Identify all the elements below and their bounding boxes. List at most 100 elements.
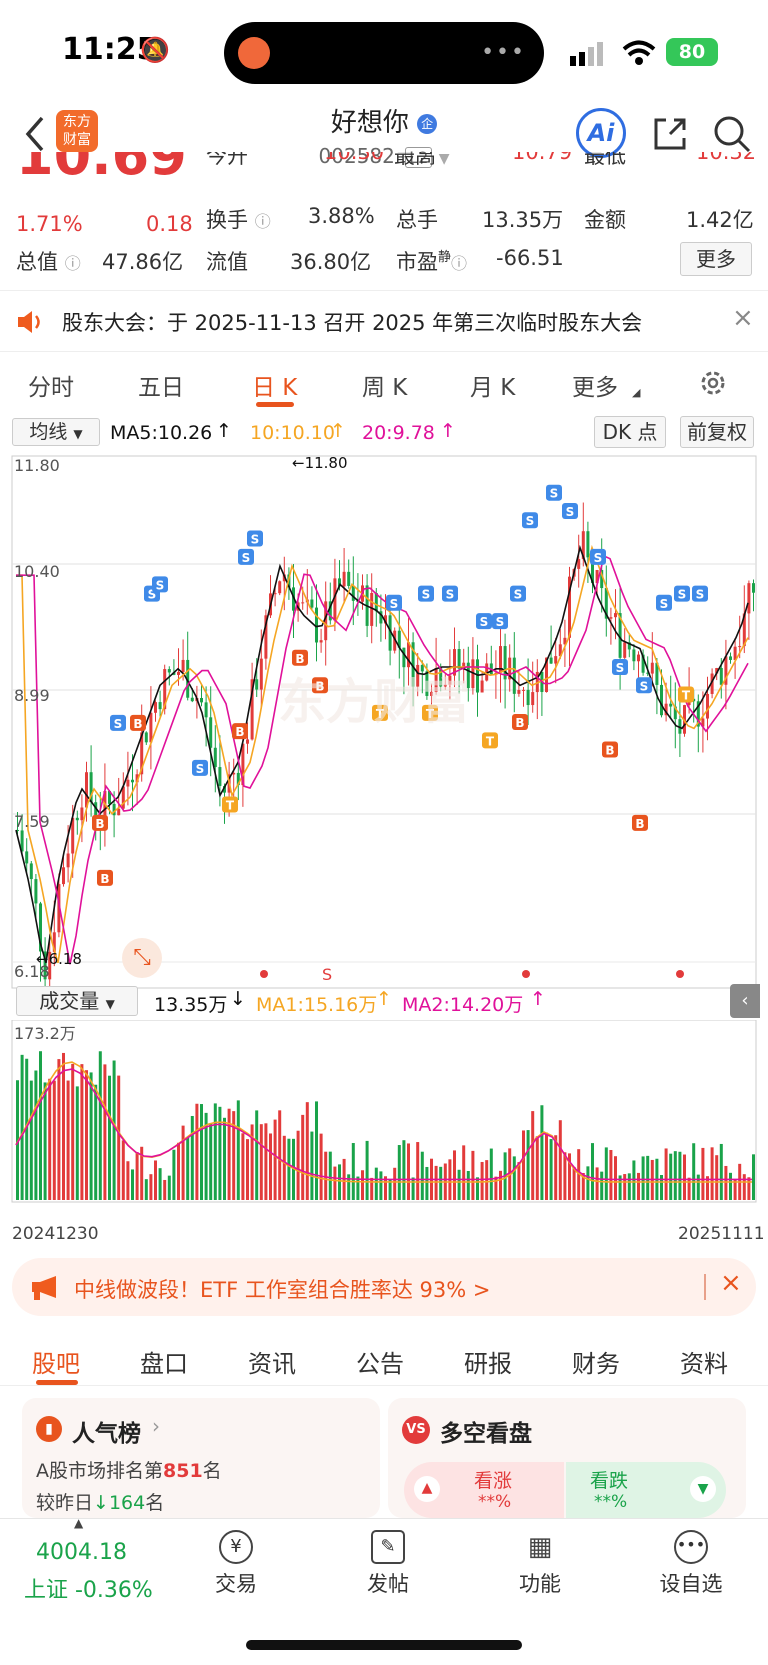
grid-icon: ▦: [527, 1532, 553, 1562]
tab-weekly-k[interactable]: 周 K: [362, 375, 408, 401]
expand-chart-icon[interactable]: ⤡: [122, 938, 162, 978]
volume-bar: [719, 1143, 723, 1200]
candle-body: [549, 657, 553, 664]
volume-bar: [729, 1172, 732, 1200]
signal-marker: B: [602, 741, 618, 758]
tab-research[interactable]: 研报: [464, 1350, 512, 1378]
signal-marker-text: S: [251, 533, 260, 547]
volume-indicator-select[interactable]: 成交量 ▼: [16, 986, 138, 1016]
signal-marker-box: [372, 704, 388, 721]
candle-body: [476, 659, 479, 693]
tab-daily-k[interactable]: 日 K: [252, 375, 298, 401]
volume-bar: [296, 1130, 300, 1200]
candle-body: [149, 712, 153, 743]
more-dots-icon: •••: [481, 40, 526, 65]
volume-bar: [374, 1167, 378, 1200]
tab-intraday[interactable]: 分时: [28, 375, 74, 401]
tab-announcements[interactable]: 公告: [356, 1350, 404, 1378]
bull-button[interactable]: ▲ 看涨 **%: [404, 1462, 564, 1518]
volume-bar: [121, 1140, 125, 1200]
candle-body: [232, 772, 236, 775]
info-tabs: 股吧 盘口 资讯 公告 研报 财务 资料: [0, 1330, 768, 1386]
signal-marker: T: [482, 732, 498, 749]
signal-marker-box: [292, 649, 308, 666]
signal-marker-text: S: [526, 514, 535, 528]
function-tab[interactable]: ▦ 功能: [510, 1530, 570, 1598]
candle-body: [315, 607, 318, 643]
tab-profile[interactable]: 资料: [680, 1350, 728, 1378]
signal-marker: B: [232, 723, 248, 740]
volume-bar: [177, 1142, 180, 1200]
bear-button[interactable]: 看跌 **% ▼: [566, 1462, 726, 1518]
candle-body: [655, 662, 659, 685]
caret-up-icon: ▲: [74, 1516, 84, 1530]
ai-button[interactable]: Ai: [576, 108, 626, 158]
volume-bar: [117, 1075, 121, 1200]
volume-svg[interactable]: [0, 1020, 768, 1220]
adjust-button[interactable]: 前复权: [680, 416, 754, 448]
tab-monthly-k[interactable]: 月 K: [470, 375, 516, 401]
volume-bar: [112, 1060, 116, 1200]
notice-banner[interactable]: 股东大会：于 2025-11-13 召开 2025 年第三次临时股东大会 ×: [0, 290, 768, 352]
tab-news[interactable]: 资讯: [248, 1350, 296, 1378]
indicator-select[interactable]: 均线 ▼: [12, 418, 100, 446]
tab-more[interactable]: 更多: [572, 375, 618, 401]
signal-marker-box: [562, 503, 578, 520]
candle-body: [163, 669, 167, 710]
volume-bar: [637, 1172, 640, 1200]
post-tab[interactable]: ✎ 发帖: [358, 1530, 418, 1598]
change-value: 0.18: [146, 212, 193, 236]
add-watchlist-tab[interactable]: ••• 设自选: [654, 1530, 728, 1598]
turnover-value: 3.88%: [308, 204, 375, 228]
more-quote-button[interactable]: 更多: [680, 242, 752, 276]
stock-code: 002582: [318, 144, 395, 168]
home-indicator: [246, 1640, 522, 1650]
trade-tab[interactable]: ¥ 交易: [206, 1530, 266, 1598]
bull-bear-card[interactable]: VS 多空看盘 ▲ 看涨 **% 看跌 **% ▼: [388, 1398, 746, 1518]
back-icon[interactable]: [22, 114, 46, 154]
enterprise-badge-icon: 企: [417, 113, 438, 134]
volume-bar: [614, 1156, 617, 1200]
collapse-panel-icon[interactable]: ‹: [730, 984, 760, 1018]
volume-bar: [517, 1162, 521, 1200]
volume-bar: [388, 1179, 392, 1200]
signal-marker-text: S: [616, 661, 625, 675]
quote-panel: 10.69 今开 10.30 最高 10.79 最低 10.32 1.71% 0…: [0, 152, 768, 290]
promo-banner[interactable]: 中线做波段！ETF 工作室组合胜率达 93% > ×: [12, 1258, 756, 1316]
float-value: 36.80亿: [290, 250, 372, 274]
dk-point-button[interactable]: DK 点: [594, 416, 666, 448]
signal-marker-text: S: [148, 588, 157, 602]
signal-marker-box: [386, 594, 402, 611]
share-icon[interactable]: [650, 114, 690, 154]
volume-bar: [80, 1064, 84, 1200]
candle-body: [627, 642, 631, 650]
settings-gear-icon[interactable]: [698, 368, 728, 398]
candle-body: [75, 817, 79, 821]
notice-text: 股东大会：于 2025-11-13 召开 2025 年第三次临时股东大会: [62, 311, 643, 335]
popularity-card[interactable]: ▮ 人气榜 › A股市场排名第851名 较昨日↓164名: [22, 1398, 380, 1518]
eastmoney-logo: 东方 财富: [56, 110, 98, 152]
volume-bar: [131, 1169, 134, 1200]
volume-bar: [89, 1072, 93, 1200]
candle-body: [664, 703, 668, 716]
tab-finance[interactable]: 财务: [572, 1350, 620, 1378]
y-label-3: 7.59: [14, 812, 50, 831]
volume-bar: [75, 1086, 79, 1200]
candle-body: [604, 588, 608, 619]
index-value[interactable]: 4004.18: [36, 1540, 127, 1565]
candle-body: [420, 664, 424, 672]
tab-pankou[interactable]: 盘口: [140, 1350, 188, 1378]
signal-marker-text: B: [295, 652, 304, 666]
bull-value: **%: [478, 1492, 512, 1512]
volume-bar: [232, 1111, 236, 1200]
candle-body: [89, 772, 93, 803]
stock-code-row[interactable]: 002582 L2 ▼: [0, 144, 768, 168]
notice-close-icon[interactable]: ×: [732, 303, 754, 333]
tab-five-day[interactable]: 五日: [138, 375, 184, 401]
tab-guba[interactable]: 股吧: [32, 1350, 80, 1378]
index-label[interactable]: 上证 -0.36%: [24, 1578, 153, 1603]
search-icon[interactable]: [712, 114, 752, 154]
volume-bar: [466, 1171, 470, 1200]
promo-close-icon[interactable]: ×: [720, 1268, 742, 1298]
